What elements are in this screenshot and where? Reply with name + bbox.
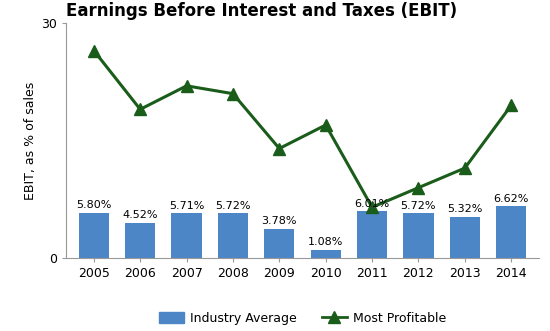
Text: 5.71%: 5.71%: [169, 201, 204, 211]
Bar: [357, 211, 387, 258]
Text: 1.08%: 1.08%: [308, 237, 343, 247]
Bar: [264, 229, 294, 258]
Y-axis label: EBIT, as % of sales: EBIT, as % of sales: [24, 81, 37, 200]
Bar: [450, 216, 480, 258]
Text: 5.72%: 5.72%: [401, 201, 436, 211]
Bar: [403, 213, 433, 258]
Text: 5.80%: 5.80%: [76, 200, 112, 211]
Text: 4.52%: 4.52%: [123, 211, 158, 220]
Bar: [172, 213, 202, 258]
Bar: [218, 213, 248, 258]
Bar: [311, 250, 341, 258]
Bar: [125, 223, 155, 258]
Text: 5.72%: 5.72%: [215, 201, 251, 211]
Text: Earnings Before Interest and Taxes (EBIT): Earnings Before Interest and Taxes (EBIT…: [66, 2, 457, 20]
Bar: [79, 213, 109, 258]
Text: 6.62%: 6.62%: [493, 194, 529, 204]
Text: 5.32%: 5.32%: [447, 204, 482, 214]
Legend: Industry Average, Most Profitable: Industry Average, Most Profitable: [154, 307, 451, 330]
Text: 6.01%: 6.01%: [354, 199, 390, 209]
Text: 3.78%: 3.78%: [262, 216, 297, 226]
Bar: [496, 206, 526, 258]
